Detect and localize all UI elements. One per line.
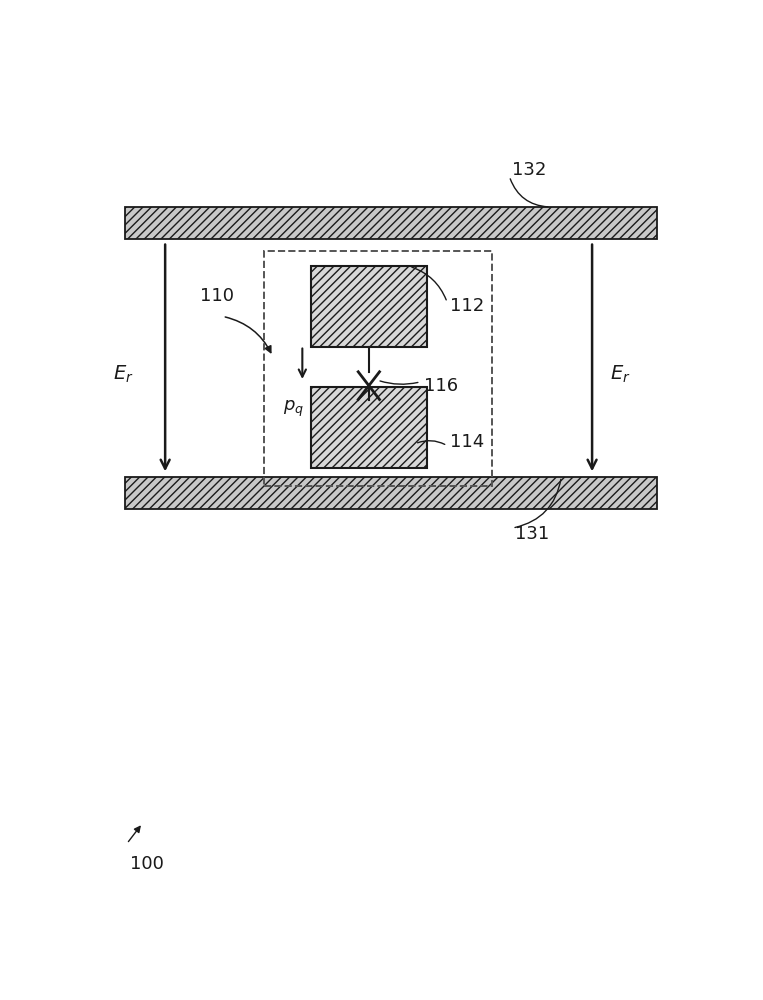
FancyArrowPatch shape — [128, 826, 140, 842]
Bar — [311, 387, 427, 468]
Text: $E_r$: $E_r$ — [114, 363, 134, 385]
Bar — [311, 266, 427, 347]
Text: 131: 131 — [515, 525, 549, 543]
FancyArrowPatch shape — [417, 441, 445, 444]
Text: 100: 100 — [130, 855, 163, 873]
FancyArrowPatch shape — [380, 381, 418, 384]
Bar — [264, 251, 491, 486]
FancyArrowPatch shape — [412, 267, 446, 300]
Text: 132: 132 — [512, 161, 546, 179]
FancyArrowPatch shape — [225, 317, 271, 353]
Bar — [125, 207, 657, 239]
FancyArrowPatch shape — [515, 479, 561, 528]
Text: $p_q$: $p_q$ — [283, 399, 304, 419]
Text: 110: 110 — [200, 287, 233, 305]
Bar — [125, 477, 657, 509]
Text: 112: 112 — [450, 297, 485, 315]
Text: $E_r$: $E_r$ — [610, 363, 631, 385]
Text: 114: 114 — [450, 433, 485, 451]
FancyArrowPatch shape — [510, 179, 548, 207]
Text: 116: 116 — [423, 377, 458, 395]
